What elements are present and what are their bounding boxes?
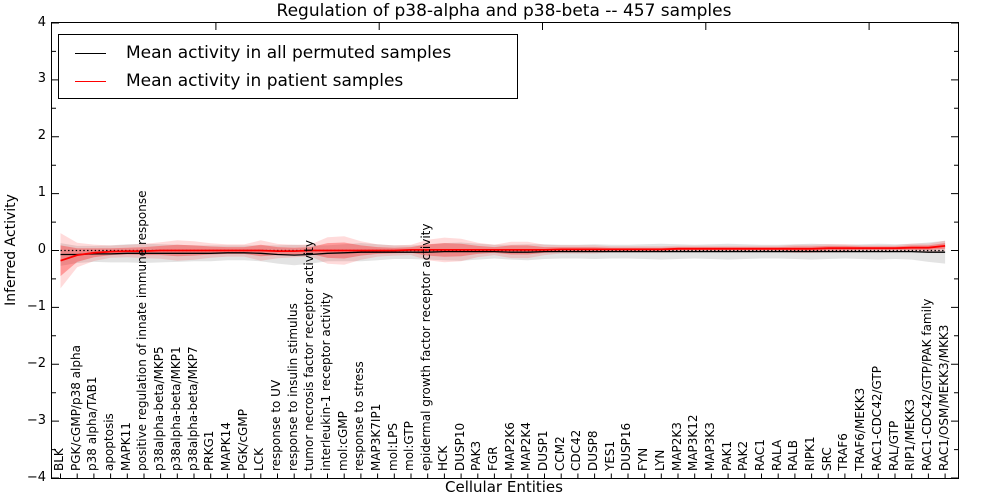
x-tick-label: MAPK11 <box>118 422 133 471</box>
x-tick-label: MAP2K6 <box>502 422 517 471</box>
legend-item-permuted: Mean activity in all permuted samples <box>59 41 451 65</box>
x-tick-label: LYN <box>652 449 667 471</box>
x-tick-label: interleukin-1 receptor activity <box>319 292 334 471</box>
x-tick-label: PAK3 <box>469 440 484 471</box>
x-tick-label: RAC1 <box>752 439 767 471</box>
x-tick-label: TRAF6/MEKK3 <box>853 387 868 471</box>
x-tick-label: TRAF6 <box>836 433 851 471</box>
x-tick-label: DUSP16 <box>619 422 634 471</box>
x-tick-label: FGR <box>485 446 500 471</box>
plot-area <box>51 22 959 479</box>
x-tick-label: p38alpha-beta/MKP7 <box>185 346 200 471</box>
x-tick-label: CCM2 <box>552 436 567 471</box>
x-tick-label: MAP3K3 <box>702 422 717 471</box>
y-tick-label: 2 <box>37 128 46 144</box>
x-tick-label: positive regulation of innate immune res… <box>135 190 150 471</box>
x-tick-label: FYN <box>636 447 651 471</box>
x-tick-label: mol:cGMP <box>335 411 350 471</box>
y-tick-label: 4 <box>37 14 46 30</box>
x-tick-label: HCK <box>435 445 450 471</box>
x-tick-label: RIP1/MEKK3 <box>903 398 918 471</box>
x-tick-label: response to UV <box>268 379 283 471</box>
x-tick-label: LCK <box>252 448 267 471</box>
x-tick-label: SRC <box>819 447 834 471</box>
x-tick-label: MAPK14 <box>218 422 233 471</box>
x-tick-label: PGK/cGMP <box>235 409 250 471</box>
x-tick-label: p38alpha-beta/MKP5 <box>152 346 167 471</box>
x-tick-label: MAP2K4 <box>519 422 534 471</box>
x-tick-label: apoptosis <box>102 413 117 471</box>
x-tick-label: RAC1-CDC42/GTP/PAK family <box>919 298 934 471</box>
x-tick-label: RIPK1 <box>803 436 818 471</box>
legend-item-patient: Mean activity in patient samples <box>59 69 403 93</box>
x-tick-label: PAK2 <box>736 440 751 471</box>
x-tick-label: YES1 <box>602 440 617 471</box>
x-tick-label: p38 alpha/TAB1 <box>85 376 100 471</box>
x-tick-label: PAK1 <box>719 440 734 471</box>
x-axis-label: Cellular Entities <box>445 478 563 496</box>
x-tick-label: response to stress <box>352 361 367 471</box>
x-tick-label: mol:LPS <box>385 423 400 471</box>
y-tick-label: −1 <box>26 298 46 314</box>
legend: Mean activity in all permuted samples Me… <box>58 34 518 99</box>
legend-line-permuted-icon <box>75 52 106 54</box>
x-tick-label: RALA <box>769 439 784 471</box>
x-tick-label: BLK <box>52 448 66 471</box>
x-tick-label: mol:GTP <box>402 421 417 471</box>
x-tick-label: RAL/GTP <box>886 420 901 471</box>
x-tick-label: PRKG1 <box>202 430 217 471</box>
x-tick-label: PGK/cGMP/p38 alpha <box>68 345 83 471</box>
x-tick-label: RAC1/OSM/MEKK3/MKK3 <box>936 324 951 471</box>
x-tick-label: DUSP1 <box>536 430 550 471</box>
x-tick-label: RALB <box>786 440 801 471</box>
x-tick-label: RAC1-CDC42/GTP <box>869 366 884 471</box>
x-tick-label: DUSP8 <box>586 430 601 471</box>
plot-canvas <box>52 23 958 478</box>
y-tick-label: 3 <box>37 71 46 87</box>
x-tick-label: tumor necrosis factor receptor activity <box>302 240 317 471</box>
x-tick-label: response to insulin stimulus <box>285 303 300 471</box>
legend-line-patient-icon <box>75 80 106 82</box>
y-tick-label: −4 <box>26 469 46 485</box>
legend-label-patient: Mean activity in patient samples <box>126 71 404 91</box>
legend-label-permuted: Mean activity in all permuted samples <box>126 43 452 63</box>
x-tick-label: p38alpha-beta/MKP1 <box>168 346 183 471</box>
x-tick-label: DUSP10 <box>452 422 467 471</box>
x-tick-label: MAP3K12 <box>686 414 701 471</box>
y-tick-label: 1 <box>37 185 46 201</box>
y-tick-label: −2 <box>26 355 46 371</box>
y-tick-label: 0 <box>37 242 46 257</box>
x-tick-label: CDC42 <box>569 429 584 471</box>
x-tick-label: MAP2K3 <box>669 422 684 471</box>
x-tick-label: epidermal growth factor receptor activit… <box>419 223 434 471</box>
y-tick-label: −3 <box>26 412 46 428</box>
x-tick-label: MAP3K7IP1 <box>369 403 384 471</box>
chart-title: Regulation of p38-alpha and p38-beta -- … <box>276 1 732 21</box>
